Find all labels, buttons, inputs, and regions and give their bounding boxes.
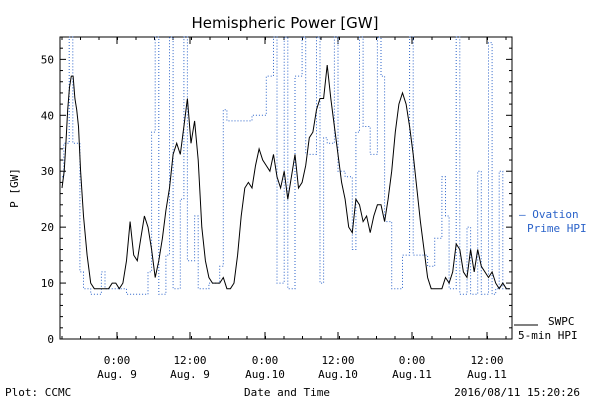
x-tick-time-label: 0:00 [104, 354, 131, 367]
y-tick-label: 0 [47, 333, 54, 346]
chart-title: Hemispheric Power [GW] [192, 14, 379, 32]
legend-swpc-line1: SWPC [548, 315, 575, 328]
legend-swpc-line2: 5-min HPI [518, 329, 578, 342]
y-tick-label: 40 [41, 109, 54, 122]
x-tick-time-label: 0:00 [252, 354, 279, 367]
y-tick-label: 30 [41, 165, 54, 178]
x-tick-time-label: 12:00 [470, 354, 503, 367]
x-tick-date-label: Aug.11 [392, 368, 432, 381]
legend-ovation-line1: — Ovation [519, 208, 579, 221]
x-tick-date-label: Aug. 9 [97, 368, 137, 381]
series-layer [61, 36, 510, 295]
y-tick-label: 50 [41, 53, 54, 66]
x-axis-label: Date and Time [244, 386, 330, 399]
footer-credit: Plot: CCMC [5, 386, 71, 399]
x-tick-time-label: 12:00 [321, 354, 354, 367]
y-tick-label: 10 [41, 277, 54, 290]
x-tick-date-label: Aug.11 [467, 368, 507, 381]
y-axis: 0 10 20 30 40 50 [41, 36, 512, 346]
y-tick-label: 20 [41, 221, 54, 234]
y-axis-label: P [GW] [8, 168, 21, 208]
x-tick-time-label: 0:00 [399, 354, 426, 367]
x-tick-time-label: 12:00 [173, 354, 206, 367]
footer-timestamp: 2016/08/11 15:20:26 [454, 386, 580, 399]
x-tick-date-label: Aug.10 [318, 368, 358, 381]
series-line-swpc [61, 64, 510, 290]
x-tick-date-label: Aug.10 [245, 368, 285, 381]
legend-ovation-line2: Prime HPI [527, 222, 587, 235]
x-tick-date-label: Aug. 9 [170, 368, 210, 381]
series-line-ovation [62, 36, 510, 295]
